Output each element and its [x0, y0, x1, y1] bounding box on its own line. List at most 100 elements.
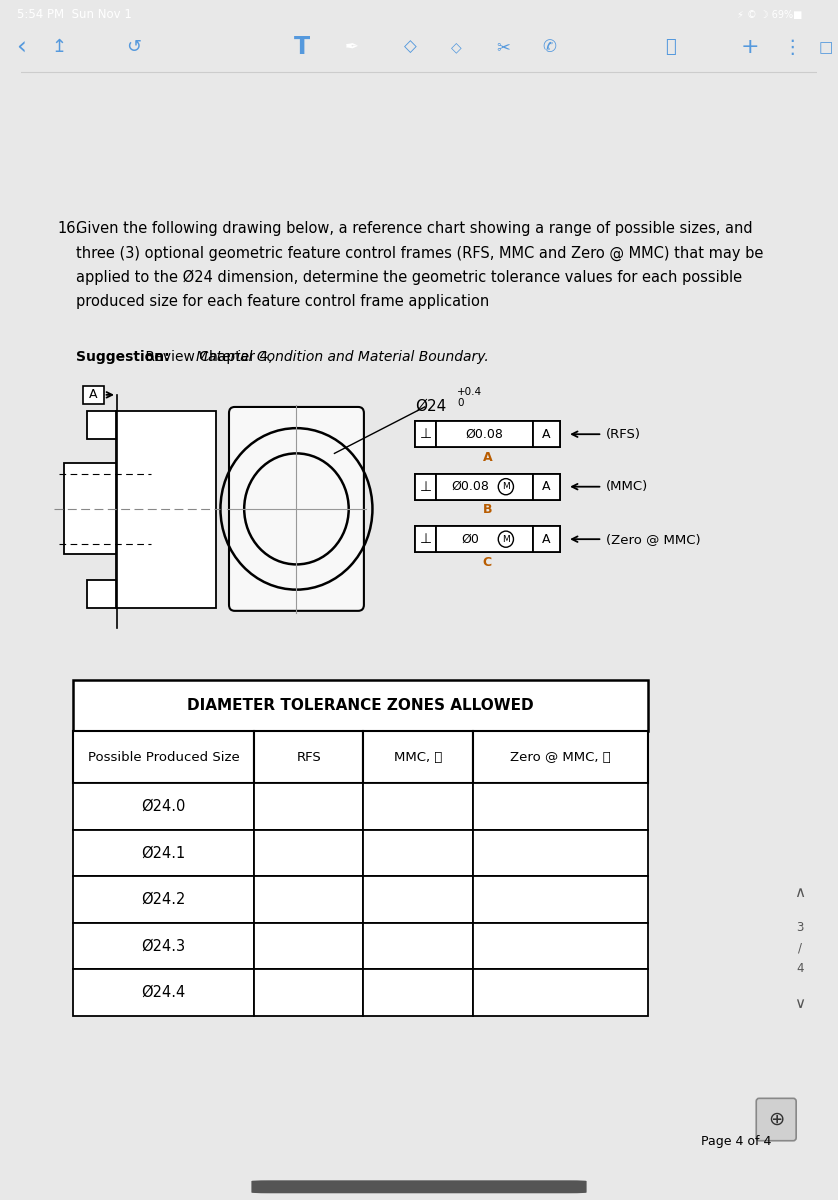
Bar: [254, 731, 364, 784]
Text: ◇: ◇: [452, 41, 462, 54]
Bar: [73, 784, 254, 830]
Text: ⋮: ⋮: [782, 38, 802, 56]
Bar: [64, 463, 116, 554]
Bar: [473, 876, 648, 923]
Text: Material Condition and Material Boundary.: Material Condition and Material Boundary…: [196, 350, 489, 365]
Circle shape: [499, 479, 514, 494]
Text: (Zero @ MMC): (Zero @ MMC): [606, 533, 701, 546]
Bar: [364, 970, 473, 1015]
Bar: [83, 385, 104, 404]
Text: T: T: [293, 35, 310, 59]
Text: ⊥: ⊥: [420, 532, 432, 546]
Bar: [415, 526, 436, 552]
Bar: [254, 923, 364, 970]
Bar: [73, 731, 254, 784]
Bar: [116, 410, 215, 608]
Text: Ø0: Ø0: [461, 533, 479, 546]
Bar: [364, 923, 473, 970]
Text: Review Chapter 4,: Review Chapter 4,: [141, 350, 277, 365]
Bar: [364, 731, 473, 784]
Text: A: A: [542, 533, 551, 546]
Bar: [364, 830, 473, 876]
Text: A: A: [542, 427, 551, 440]
Text: Ø24.1: Ø24.1: [142, 846, 186, 860]
Text: A: A: [483, 451, 492, 464]
Text: ⚡ © ☽ 69%■: ⚡ © ☽ 69%■: [737, 10, 803, 20]
Bar: [473, 784, 648, 830]
Text: C: C: [483, 556, 492, 569]
Text: B: B: [483, 504, 492, 516]
Bar: [473, 923, 648, 970]
FancyBboxPatch shape: [229, 407, 364, 611]
Text: +0.4: +0.4: [457, 386, 482, 397]
Bar: [436, 474, 533, 500]
Bar: [73, 830, 254, 876]
FancyBboxPatch shape: [251, 1181, 587, 1193]
Bar: [473, 731, 648, 784]
Bar: [73, 923, 254, 970]
Text: Given the following drawing below, a reference chart showing a range of possible: Given the following drawing below, a ref…: [76, 221, 753, 236]
Bar: [73, 876, 254, 923]
Text: Zero @ MMC, Ⓜ: Zero @ MMC, Ⓜ: [510, 751, 611, 763]
Bar: [87, 410, 116, 439]
Text: 4: 4: [796, 961, 804, 974]
Text: ⊕: ⊕: [768, 1110, 784, 1129]
Bar: [87, 580, 116, 608]
Text: applied to the Ø24 dimension, determine the geometric tolerance values for each : applied to the Ø24 dimension, determine …: [76, 270, 742, 284]
Text: ↺: ↺: [127, 38, 142, 56]
Bar: [364, 876, 473, 923]
Bar: [473, 970, 648, 1015]
Text: Ø0.08: Ø0.08: [451, 480, 489, 493]
Text: Possible Produced Size: Possible Produced Size: [88, 751, 240, 763]
Text: ∧: ∧: [794, 884, 805, 900]
Text: ⌗: ⌗: [665, 38, 675, 56]
Text: □: □: [818, 40, 833, 55]
Text: /: /: [798, 942, 802, 954]
Text: Ø24.4: Ø24.4: [142, 985, 186, 1000]
Bar: [73, 680, 648, 731]
Bar: [415, 526, 560, 552]
Text: ‹: ‹: [16, 35, 26, 59]
Bar: [364, 784, 473, 830]
Text: Suggestion:: Suggestion:: [76, 350, 169, 365]
Bar: [533, 474, 560, 500]
Text: Ø0.08: Ø0.08: [466, 427, 504, 440]
Bar: [254, 830, 364, 876]
Text: Ø24: Ø24: [415, 398, 447, 414]
Text: ↥: ↥: [51, 38, 66, 56]
Text: MMC, Ⓜ: MMC, Ⓜ: [394, 751, 442, 763]
Text: DIAMETER TOLERANCE ZONES ALLOWED: DIAMETER TOLERANCE ZONES ALLOWED: [187, 698, 534, 713]
Text: ⊥: ⊥: [420, 427, 432, 442]
FancyBboxPatch shape: [756, 1098, 796, 1141]
Text: 0: 0: [457, 398, 463, 408]
Text: A: A: [542, 480, 551, 493]
Text: ✒: ✒: [345, 38, 359, 56]
Text: M: M: [502, 482, 510, 491]
Text: Ø24.2: Ø24.2: [142, 892, 186, 907]
Text: M: M: [502, 535, 510, 544]
Bar: [73, 970, 254, 1015]
Text: Ø24.0: Ø24.0: [142, 799, 186, 814]
Text: ∨: ∨: [794, 996, 805, 1010]
Bar: [254, 784, 364, 830]
Text: Ø24.3: Ø24.3: [142, 938, 186, 954]
Bar: [415, 474, 436, 500]
Bar: [254, 970, 364, 1015]
Text: +: +: [741, 37, 759, 58]
Text: 3: 3: [796, 922, 804, 935]
Bar: [254, 876, 364, 923]
Bar: [415, 474, 560, 500]
Bar: [533, 526, 560, 552]
Text: 5:54 PM  Sun Nov 1: 5:54 PM Sun Nov 1: [17, 8, 132, 22]
Text: ✂: ✂: [496, 38, 510, 56]
Text: A: A: [89, 389, 97, 401]
Bar: [415, 421, 436, 448]
Circle shape: [499, 532, 514, 547]
Text: (RFS): (RFS): [606, 427, 641, 440]
Text: Page 4 of 4: Page 4 of 4: [701, 1135, 772, 1147]
Text: (MMC): (MMC): [606, 480, 649, 493]
Text: ✆: ✆: [542, 38, 556, 56]
Text: RFS: RFS: [297, 751, 321, 763]
Text: ⊥: ⊥: [420, 480, 432, 493]
Bar: [436, 421, 533, 448]
